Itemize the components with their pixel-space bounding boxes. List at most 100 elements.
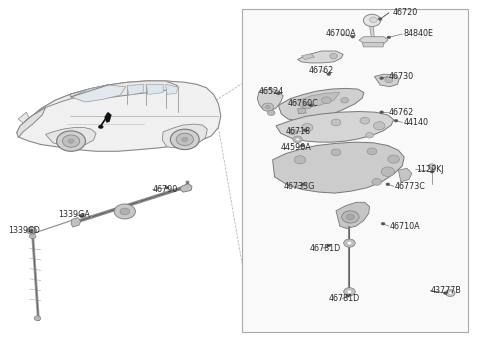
Circle shape bbox=[29, 234, 36, 239]
Text: 46524: 46524 bbox=[258, 87, 284, 96]
Polygon shape bbox=[301, 54, 314, 59]
Text: 46718: 46718 bbox=[286, 128, 311, 136]
Text: 46700A: 46700A bbox=[325, 30, 356, 38]
Text: 46720: 46720 bbox=[393, 8, 418, 17]
Text: 84840E: 84840E bbox=[403, 30, 433, 38]
Circle shape bbox=[294, 156, 306, 164]
Polygon shape bbox=[370, 26, 374, 41]
Polygon shape bbox=[398, 168, 412, 182]
Polygon shape bbox=[71, 218, 81, 227]
Circle shape bbox=[267, 110, 275, 116]
Circle shape bbox=[120, 208, 130, 215]
Circle shape bbox=[448, 292, 452, 294]
Text: 46760C: 46760C bbox=[288, 99, 319, 108]
Circle shape bbox=[347, 290, 352, 293]
Text: 44590A: 44590A bbox=[281, 143, 312, 152]
Circle shape bbox=[176, 133, 193, 146]
Circle shape bbox=[68, 139, 74, 143]
Circle shape bbox=[289, 129, 297, 135]
Circle shape bbox=[165, 186, 169, 189]
Circle shape bbox=[301, 183, 305, 186]
Circle shape bbox=[62, 135, 80, 147]
Circle shape bbox=[370, 17, 377, 22]
Circle shape bbox=[98, 125, 103, 129]
Circle shape bbox=[344, 239, 355, 247]
Circle shape bbox=[394, 119, 398, 122]
Circle shape bbox=[27, 227, 36, 234]
Circle shape bbox=[386, 183, 390, 186]
Text: 46710A: 46710A bbox=[390, 222, 420, 231]
Polygon shape bbox=[374, 74, 399, 87]
Polygon shape bbox=[166, 84, 178, 95]
Polygon shape bbox=[359, 37, 388, 44]
Circle shape bbox=[351, 35, 355, 38]
Bar bbox=[242, 8, 468, 332]
Circle shape bbox=[276, 92, 280, 95]
Circle shape bbox=[346, 294, 350, 297]
Polygon shape bbox=[298, 51, 343, 63]
Circle shape bbox=[428, 164, 436, 169]
Circle shape bbox=[380, 77, 384, 80]
Circle shape bbox=[300, 144, 304, 147]
Circle shape bbox=[330, 53, 337, 59]
Circle shape bbox=[34, 316, 41, 321]
Polygon shape bbox=[273, 142, 404, 193]
Circle shape bbox=[378, 18, 382, 20]
Text: 1339CD: 1339CD bbox=[9, 226, 40, 235]
Circle shape bbox=[363, 14, 381, 27]
Text: 46762: 46762 bbox=[389, 108, 414, 117]
Polygon shape bbox=[70, 81, 178, 100]
Polygon shape bbox=[17, 81, 221, 151]
Circle shape bbox=[331, 149, 341, 156]
Circle shape bbox=[367, 148, 377, 155]
Polygon shape bbox=[180, 184, 192, 192]
Circle shape bbox=[262, 103, 274, 111]
Polygon shape bbox=[362, 42, 384, 47]
Polygon shape bbox=[162, 124, 207, 148]
Circle shape bbox=[380, 111, 384, 114]
Circle shape bbox=[360, 117, 370, 124]
Circle shape bbox=[303, 129, 307, 132]
Polygon shape bbox=[17, 107, 46, 138]
Polygon shape bbox=[46, 128, 96, 146]
Circle shape bbox=[331, 119, 341, 126]
Text: 46762: 46762 bbox=[309, 66, 334, 75]
Polygon shape bbox=[146, 84, 163, 95]
Circle shape bbox=[301, 123, 313, 132]
Circle shape bbox=[430, 170, 434, 173]
Polygon shape bbox=[18, 112, 29, 123]
Polygon shape bbox=[294, 92, 340, 108]
Text: 44140: 44140 bbox=[403, 118, 428, 127]
Circle shape bbox=[387, 36, 391, 39]
Circle shape bbox=[296, 138, 300, 141]
Polygon shape bbox=[257, 88, 283, 112]
Circle shape bbox=[366, 133, 373, 138]
Circle shape bbox=[293, 136, 302, 143]
Circle shape bbox=[445, 290, 455, 296]
Circle shape bbox=[327, 73, 331, 75]
Circle shape bbox=[388, 155, 399, 163]
Circle shape bbox=[182, 137, 188, 141]
Circle shape bbox=[381, 222, 385, 225]
Circle shape bbox=[385, 77, 393, 83]
Circle shape bbox=[80, 215, 84, 217]
Circle shape bbox=[309, 104, 313, 107]
Text: 46781D: 46781D bbox=[329, 294, 360, 303]
Circle shape bbox=[373, 122, 385, 130]
Circle shape bbox=[381, 167, 395, 176]
Polygon shape bbox=[71, 85, 126, 102]
Circle shape bbox=[342, 211, 359, 223]
Circle shape bbox=[327, 244, 331, 247]
Circle shape bbox=[341, 98, 348, 103]
Polygon shape bbox=[105, 112, 111, 122]
Text: 46790: 46790 bbox=[153, 185, 178, 194]
Polygon shape bbox=[336, 202, 370, 228]
Text: 1129KJ: 1129KJ bbox=[417, 165, 444, 174]
Text: 46781D: 46781D bbox=[310, 244, 341, 253]
Polygon shape bbox=[127, 84, 144, 95]
Circle shape bbox=[431, 166, 433, 168]
Circle shape bbox=[57, 131, 85, 151]
Polygon shape bbox=[298, 108, 306, 114]
Circle shape bbox=[347, 214, 354, 220]
Circle shape bbox=[265, 105, 270, 109]
